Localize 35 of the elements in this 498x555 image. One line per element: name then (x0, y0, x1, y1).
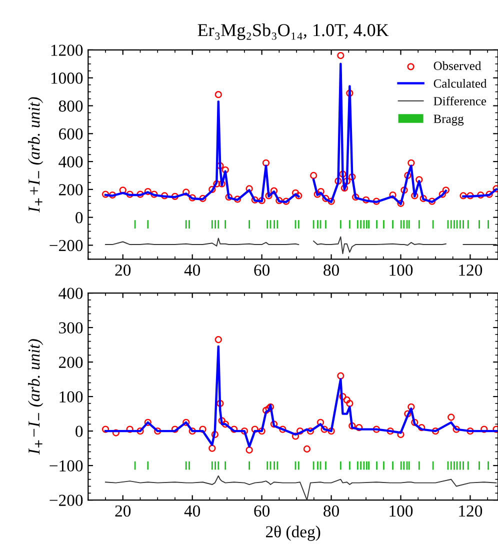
y-tick-label: 200 (59, 184, 83, 196)
y-tick-label: −200 (50, 240, 83, 252)
y-axis-title: I$_{+}$−I$_{−}$ (arb. unit) (28, 339, 44, 455)
chart-title: Er₃Mg₂Sb₃O₁₄, 1.0T, 4.0K (198, 24, 389, 40)
x-tick-label: 120 (459, 264, 482, 276)
y-tick-label: −200 (50, 494, 83, 506)
x-tick-label: 60 (254, 505, 270, 517)
y-axis-title: I$_{+}$+I$_{−}$ (arb. unit) (28, 97, 44, 213)
y-tick-label: 400 (58, 288, 83, 299)
y-tick-label: 300 (59, 322, 83, 334)
y-tick-label: 600 (59, 128, 83, 140)
x-tick-label: 40 (184, 505, 200, 517)
y-tick-label: 800 (58, 100, 83, 112)
x-tick-label: 80 (324, 264, 339, 276)
y-tick-label: 400 (58, 156, 83, 168)
y-tick-label: 200 (59, 356, 83, 368)
y-tick-label: 100 (60, 391, 83, 402)
y-tick-label: 1200 (51, 44, 83, 56)
y-tick-label: −100 (50, 460, 83, 472)
legend-label: Bragg (434, 114, 464, 126)
x-tick-label: 40 (184, 264, 200, 276)
x-tick-label: 60 (254, 264, 270, 276)
x-tick-label: 80 (324, 505, 339, 517)
x-tick-label: 20 (115, 264, 131, 276)
y-tick-label: 0 (76, 212, 83, 224)
y-tick-label: 1000 (51, 72, 83, 84)
legend-label: Observed (434, 61, 482, 70)
x-tick-label: 100 (390, 264, 413, 276)
x-tick-label: 100 (390, 505, 413, 517)
legend-label: Calculated (434, 78, 487, 88)
x-axis-title: 2θ (deg) (266, 526, 320, 541)
y-tick-label: 0 (76, 426, 83, 437)
legend-label: Difference (434, 96, 486, 106)
x-tick-label: 20 (115, 505, 131, 517)
x-tick-label: 120 (459, 505, 482, 517)
